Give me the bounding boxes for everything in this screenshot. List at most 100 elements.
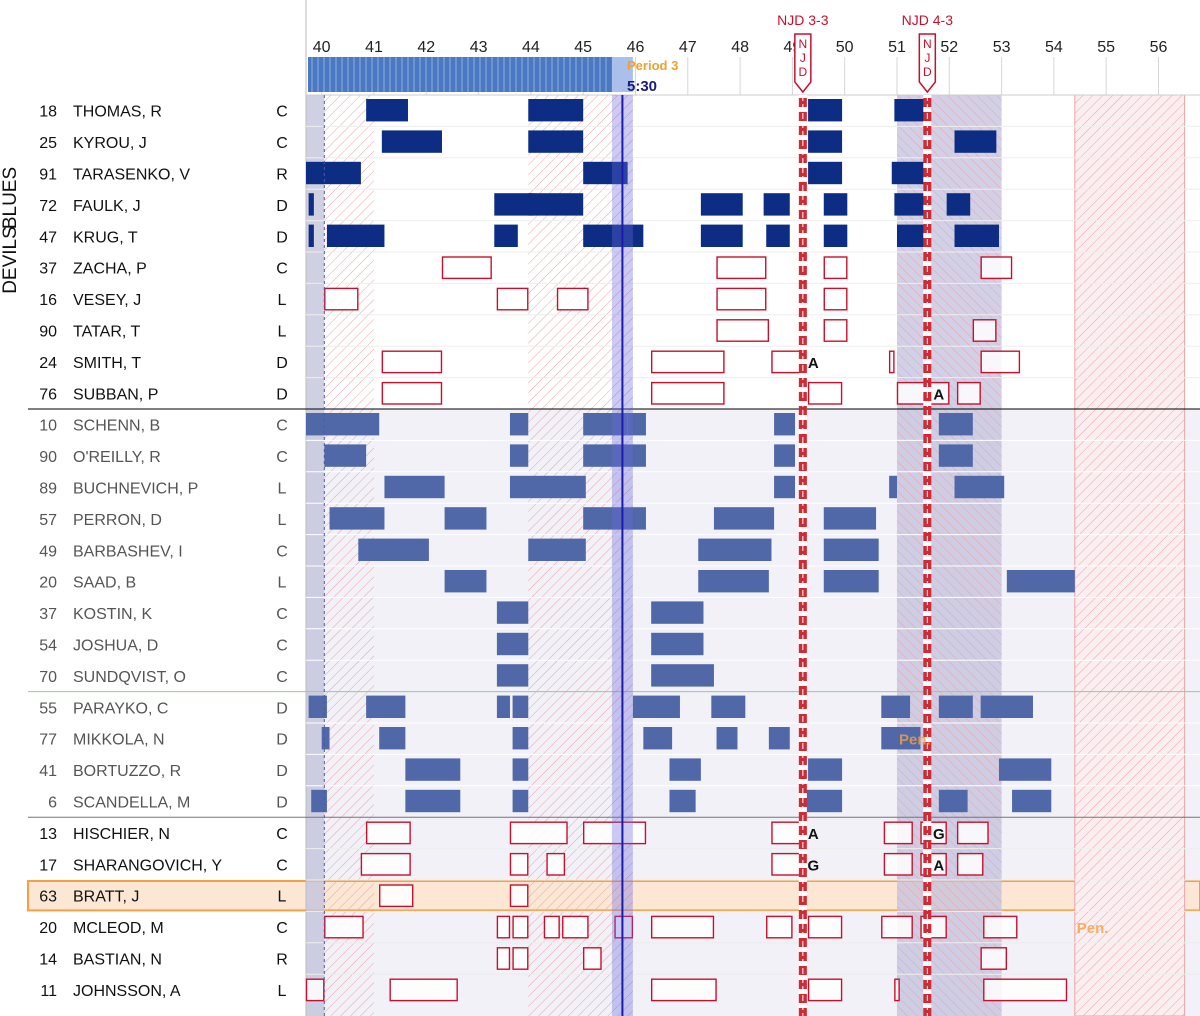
- shift-bar: [562, 915, 589, 939]
- player-number: 20: [39, 575, 57, 592]
- shift-bar: [308, 224, 314, 247]
- player-number: 13: [39, 826, 57, 843]
- shift-bar: [669, 758, 701, 781]
- shift-bar: [512, 947, 529, 970]
- shift-bar: [808, 758, 843, 781]
- shift-bar: [711, 695, 746, 718]
- event-marker: A: [933, 857, 944, 874]
- player-name: VESEY, J: [73, 292, 141, 309]
- shift-bar: [583, 161, 628, 185]
- shift-bar: [324, 444, 367, 467]
- x-tick-label: 45: [574, 39, 592, 56]
- shift-bar: [808, 99, 843, 122]
- x-tick-label: 43: [470, 39, 488, 56]
- player-number: 37: [39, 261, 57, 278]
- player-position: L: [278, 481, 287, 498]
- shift-bar: [716, 256, 767, 280]
- player-name: SAAD, B: [73, 575, 136, 592]
- shift-bar: [381, 381, 443, 405]
- player-position: C: [276, 826, 288, 843]
- shift-bar: [807, 978, 843, 1002]
- shift-bar: [311, 789, 327, 813]
- shift-bar: [716, 727, 738, 750]
- player-number: 91: [39, 167, 57, 184]
- shift-bar: [528, 538, 586, 561]
- player-position: D: [276, 795, 288, 812]
- shift-bar: [823, 224, 848, 247]
- shift-bar: [583, 507, 646, 530]
- player-name: JOSHUA, D: [73, 638, 158, 655]
- player-name: TARASENKO, V: [73, 167, 190, 184]
- shift-bar: [891, 161, 929, 185]
- goal-flag: [918, 33, 937, 94]
- x-tick-label: 54: [1045, 39, 1063, 56]
- shift-bar: [512, 915, 529, 939]
- player-number: 49: [39, 543, 57, 560]
- shift-bar: [823, 193, 848, 216]
- player-number: 14: [39, 952, 57, 969]
- player-number: 24: [39, 355, 57, 372]
- x-tick-label: 48: [731, 39, 749, 56]
- shift-bar: [823, 256, 848, 280]
- player-position: L: [278, 324, 287, 341]
- shift-bar: [379, 884, 414, 908]
- shift-bar: [980, 350, 1021, 374]
- shift-bar: [365, 821, 411, 845]
- shift-bar: [956, 381, 981, 405]
- shift-bar: [496, 915, 511, 939]
- x-tick-label: 44: [522, 39, 540, 56]
- shift-bar: [651, 601, 704, 624]
- shift-bar: [983, 915, 1018, 939]
- player-name: KRUG, T: [73, 229, 138, 246]
- player-number: 63: [39, 889, 57, 906]
- player-position: D: [276, 763, 288, 780]
- shift-bar: [881, 915, 913, 939]
- shift-bar: [381, 350, 443, 374]
- period-label: Period 3: [627, 58, 678, 73]
- event-marker: G: [807, 857, 819, 874]
- shift-bar: [768, 727, 790, 750]
- goal-label: NJD 3-3: [777, 12, 829, 28]
- player-name: BRATT, J: [73, 889, 139, 906]
- player-number: 16: [39, 292, 57, 309]
- shift-bar: [983, 978, 1068, 1002]
- x-tick-label: 56: [1150, 39, 1168, 56]
- shift-bar: [381, 130, 442, 153]
- shift-bar: [881, 695, 911, 718]
- shift-bar: [512, 727, 529, 750]
- player-number: 6: [48, 795, 57, 812]
- x-tick-label: 42: [417, 39, 435, 56]
- goal-team-letter: J: [924, 51, 930, 65]
- shift-bar: [938, 444, 973, 467]
- shift-bar: [698, 538, 772, 561]
- player-name: FAULK, J: [73, 198, 141, 215]
- shift-bar: [583, 224, 644, 247]
- shift-bar: [938, 789, 968, 813]
- shift-bar: [1006, 570, 1075, 593]
- player-position: C: [276, 857, 288, 874]
- player-position: C: [276, 920, 288, 937]
- shift-bar: [823, 319, 848, 342]
- shift-bar: [896, 381, 926, 405]
- player-number: 11: [40, 983, 57, 1000]
- player-number: 70: [39, 669, 57, 686]
- shift-bar: [716, 287, 767, 311]
- shift-bar: [384, 475, 445, 499]
- shift-bar: [771, 821, 801, 845]
- player-name: THOMAS, R: [73, 104, 162, 121]
- goal-team-letter: D: [923, 65, 932, 79]
- x-tick-label: 47: [679, 39, 697, 56]
- shift-bar: [321, 727, 330, 750]
- player-name: TATAR, T: [73, 324, 140, 341]
- player-number: 57: [39, 512, 57, 529]
- player-name: SMITH, T: [73, 355, 141, 372]
- shift-bar: [358, 538, 429, 561]
- x-tick-label: 53: [993, 39, 1011, 56]
- shift-bar: [308, 193, 314, 216]
- shift-bar: [946, 193, 971, 216]
- shift-bar: [700, 193, 743, 216]
- player-name: BARBASHEV, I: [73, 543, 183, 560]
- period-progress-remaining: [611, 57, 633, 92]
- penalty-label: Pen.: [1077, 920, 1109, 937]
